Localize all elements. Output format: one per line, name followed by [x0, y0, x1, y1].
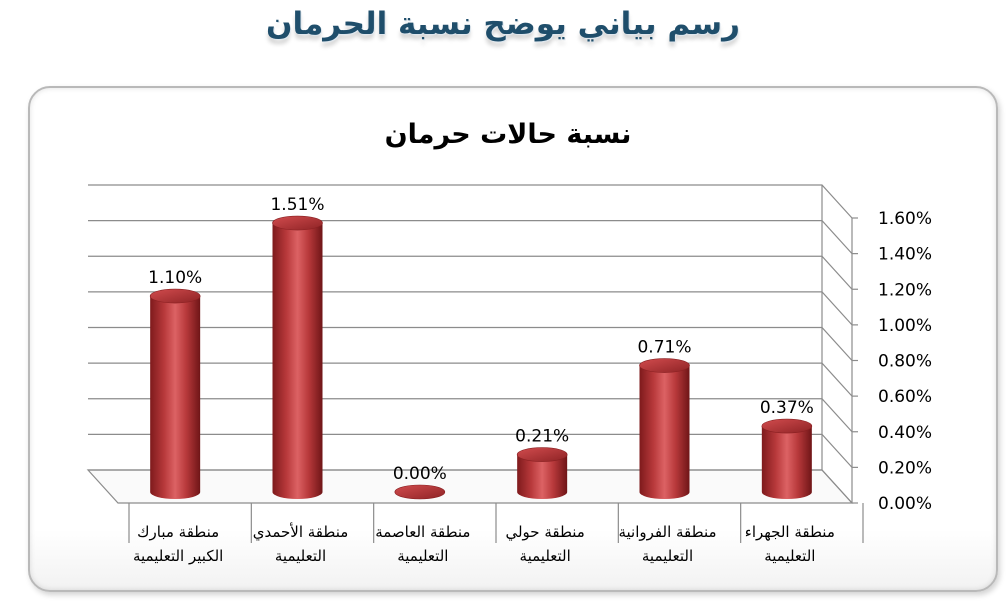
bar: [394, 484, 446, 500]
x-tick-label: منطقة الأحمدي التعليمية: [253, 522, 349, 565]
x-tick-label: منطقة الفروانية التعليمية: [618, 523, 716, 565]
bar: [516, 447, 568, 500]
gridline: [88, 184, 853, 219]
bar: [761, 418, 813, 500]
gridline: [88, 433, 853, 468]
bar-top: [394, 484, 446, 500]
gridline: [88, 255, 853, 290]
bar: [272, 215, 323, 500]
x-tick-label: منطقة الجهراء التعليمية: [745, 523, 835, 565]
data-label: 0.71%: [637, 338, 691, 358]
bar-body: [639, 365, 690, 500]
bar-body: [272, 223, 323, 500]
x-tick-label: منطقة حولي التعليمية: [505, 523, 584, 565]
data-label: 0.37%: [760, 398, 814, 418]
data-label: 0.21%: [515, 427, 569, 447]
bar: [149, 288, 201, 500]
y-tick-label: 0.60%: [878, 387, 932, 407]
bar-body: [517, 454, 568, 500]
bar-top: [761, 418, 813, 434]
y-tick-label: 1.60%: [878, 209, 932, 229]
bar-top: [149, 288, 201, 304]
x-tick-label: منطقة العاصمة التعليمية: [375, 523, 470, 565]
bar-top: [272, 215, 323, 231]
gridline: [88, 291, 853, 326]
x-tick-label: منطقة مبارك الكبير التعليمية: [133, 523, 223, 565]
gridline: [88, 362, 853, 397]
bar-body: [761, 426, 812, 500]
y-tick-label: 1.20%: [878, 280, 932, 300]
chart-title: نسبة حالات حرمان: [385, 119, 632, 150]
y-tick-label: 0.80%: [878, 352, 932, 372]
gridline: [88, 398, 853, 433]
chart-floor: [86, 469, 854, 504]
y-tick-label: 0.00%: [878, 494, 932, 514]
bar: [639, 358, 690, 500]
y-tick-label: 0.40%: [878, 423, 932, 443]
bar-top: [516, 447, 568, 462]
data-label: 1.10%: [148, 268, 202, 288]
bar-top: [639, 358, 690, 373]
bar-body: [150, 296, 201, 500]
y-tick-label: 1.40%: [878, 245, 932, 265]
data-label: 1.51%: [270, 195, 324, 215]
data-label: 0.00%: [393, 464, 447, 484]
y-tick-label: 1.00%: [878, 316, 932, 336]
page-title: رسم بياني يوضح نسبة الحرمان: [266, 6, 740, 42]
gridline: [88, 326, 853, 361]
y-tick-label: 0.20%: [878, 458, 932, 478]
gridline: [88, 220, 853, 255]
